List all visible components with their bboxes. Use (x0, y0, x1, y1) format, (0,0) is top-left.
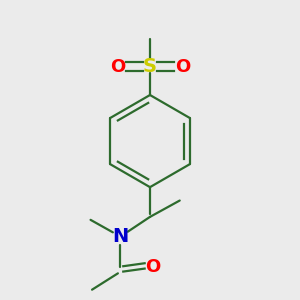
Text: O: O (175, 58, 190, 76)
Text: N: N (112, 227, 128, 246)
Text: O: O (110, 58, 125, 76)
Text: S: S (143, 57, 157, 76)
Text: O: O (145, 258, 160, 276)
